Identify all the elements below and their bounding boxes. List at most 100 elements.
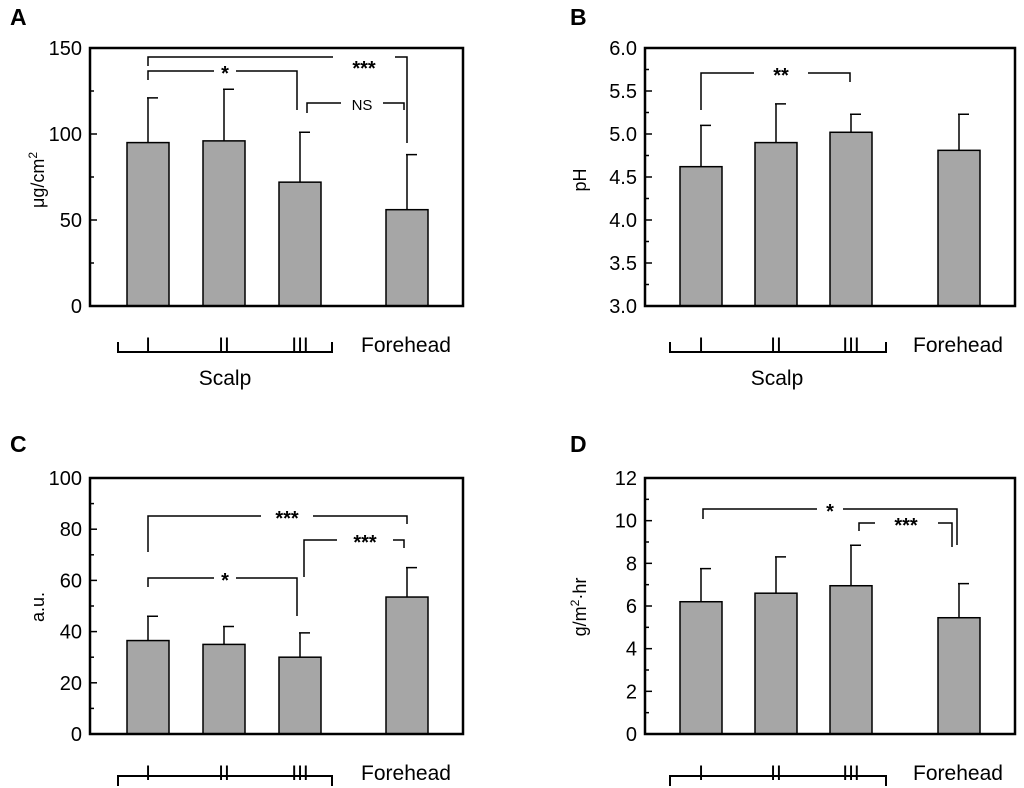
plot-frame (88, 476, 465, 736)
y-tick-label: 10 (615, 511, 637, 533)
category-label-i: I (145, 334, 151, 357)
significance-bracket-i-iii (147, 70, 298, 110)
category-label-iii: III (842, 334, 860, 357)
category-label-ii: II (770, 762, 782, 785)
category-label-i: I (698, 334, 704, 357)
y-tick-label: 3.5 (609, 253, 637, 275)
y-axis-label-b: pH (570, 168, 590, 191)
y-tick-label: 100 (49, 468, 82, 490)
error-bar-scalp-ii (223, 625, 234, 645)
error-bar-scalp-ii (223, 88, 234, 141)
category-label-forehead: Forehead (913, 762, 1003, 785)
category-label-forehead: Forehead (913, 334, 1003, 357)
significance-label-i-forehead: *** (275, 508, 299, 530)
bar-scalp-ii (202, 643, 246, 735)
panel-letter-a: A (10, 4, 27, 30)
scalp-bracket (669, 775, 887, 786)
y-tick-label: 0 (626, 724, 637, 746)
error-bar-forehead (406, 566, 417, 598)
y-tick-label: 8 (626, 553, 637, 575)
y-axis-label-c: a.u. (28, 592, 48, 622)
significance-bracket-i-forehead (702, 508, 958, 545)
y-tick-label: 0 (71, 724, 82, 746)
y-axis-label-a: μg/cm2 (26, 152, 48, 208)
category-label-iii: III (291, 334, 309, 357)
y-axis-label-d: g/m2·hr (568, 578, 590, 637)
panel-letter-d: D (570, 431, 587, 457)
significance-bracket-i-forehead (147, 56, 408, 143)
significance-bracket-iii-forehead (858, 522, 953, 547)
y-tick-label: 0 (71, 296, 82, 318)
category-label-ii: II (218, 334, 230, 357)
y-tick-label: 60 (60, 570, 82, 592)
y-tick-label: 40 (60, 622, 82, 644)
y-tick-label: 5.5 (609, 81, 637, 103)
panel-letter-b: B (570, 4, 587, 30)
y-tick-label: 2 (626, 681, 637, 703)
error-bar-scalp-i (147, 97, 158, 143)
plot-frame (643, 476, 1017, 736)
error-bar-scalp-iii (850, 544, 861, 586)
error-bar-forehead (406, 153, 417, 210)
bar-scalp-iii (829, 584, 873, 735)
significance-bracket-i-forehead (147, 515, 408, 552)
significance-bracket-i-iii (700, 72, 851, 110)
error-bar-forehead (958, 113, 969, 151)
significance-label-i-forehead: * (826, 501, 834, 523)
significance-bracket-i-iii (147, 577, 298, 616)
category-label-ii: II (770, 334, 782, 357)
category-label-iii: III (291, 762, 309, 785)
y-tick-label: 4.5 (609, 167, 637, 189)
bar-scalp-iii (278, 181, 322, 307)
bar-forehead (937, 616, 981, 735)
y-tick-label: 4 (626, 639, 637, 661)
error-bar-scalp-ii (775, 103, 786, 143)
plot-frame (88, 46, 465, 308)
category-label-ii: II (218, 762, 230, 785)
bar-scalp-i (679, 600, 723, 735)
significance-bracket-iii-forehead (306, 102, 405, 113)
bar-scalp-i (679, 165, 723, 307)
scalp-bracket (117, 775, 333, 786)
significance-label-i-forehead: *** (352, 58, 376, 80)
error-bar-scalp-i (700, 124, 711, 167)
y-tick-label: 12 (615, 468, 637, 490)
y-tick-label: 80 (60, 519, 82, 541)
significance-label-iii-forehead: *** (894, 515, 918, 537)
error-bar-scalp-iii (299, 131, 310, 183)
category-label-forehead: Forehead (361, 334, 451, 357)
significance-bracket-iii-forehead (303, 539, 405, 577)
panel-letter-c: C (10, 431, 27, 457)
category-label-forehead: Forehead (361, 762, 451, 785)
error-bar-scalp-i (147, 615, 158, 641)
error-bar-scalp-iii (850, 113, 861, 133)
bar-forehead (385, 208, 429, 307)
error-bar-forehead (958, 582, 969, 618)
bar-forehead (385, 596, 429, 735)
bar-scalp-i (126, 639, 170, 735)
significance-label-iii-forehead: *** (353, 532, 377, 554)
y-tick-label: 4.0 (609, 210, 637, 232)
bar-scalp-iii (829, 131, 873, 307)
y-tick-label: 6.0 (609, 38, 637, 60)
category-label-i: I (145, 762, 151, 785)
significance-label-i-iii: * (221, 63, 229, 85)
y-tick-label: 20 (60, 673, 82, 695)
bar-scalp-ii (202, 140, 246, 307)
y-tick-label: 5.0 (609, 124, 637, 146)
y-tick-label: 100 (49, 124, 82, 146)
bar-forehead (937, 149, 981, 307)
error-bar-scalp-iii (299, 632, 310, 658)
bar-scalp-iii (278, 656, 322, 735)
plot-frame (643, 46, 1017, 308)
scalp-group-label: Scalp (199, 367, 252, 390)
significance-label-i-iii: * (221, 570, 229, 592)
scalp-bracket (669, 342, 887, 353)
bar-scalp-ii (754, 141, 798, 307)
y-tick-label: 3.0 (609, 296, 637, 318)
error-bar-scalp-ii (775, 556, 786, 594)
